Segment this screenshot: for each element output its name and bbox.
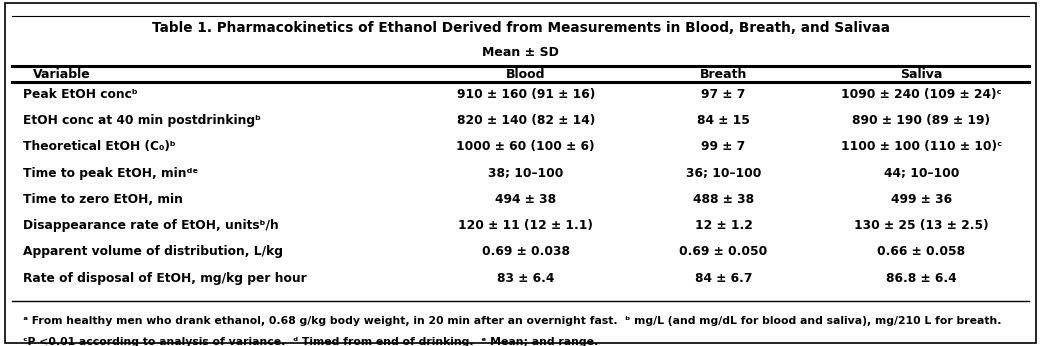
Text: 488 ± 38: 488 ± 38 (693, 193, 754, 206)
Text: Disappearance rate of EtOH, unitsᵇ/h: Disappearance rate of EtOH, unitsᵇ/h (23, 219, 279, 232)
Text: 130 ± 25 (13 ± 2.5): 130 ± 25 (13 ± 2.5) (854, 219, 989, 232)
Text: Theoretical EtOH (C₀)ᵇ: Theoretical EtOH (C₀)ᵇ (23, 140, 176, 153)
Text: 83 ± 6.4: 83 ± 6.4 (497, 272, 555, 285)
Text: ᶜP <0.01 according to analysis of variance.  ᵈ Timed from end of drinking.  ᵉ Me: ᶜP <0.01 according to analysis of varian… (23, 337, 599, 346)
Text: 910 ± 160 (91 ± 16): 910 ± 160 (91 ± 16) (457, 88, 594, 101)
Text: 890 ± 190 (89 ± 19): 890 ± 190 (89 ± 19) (853, 114, 990, 127)
Text: 84 ± 6.7: 84 ± 6.7 (694, 272, 753, 285)
Text: 499 ± 36: 499 ± 36 (891, 193, 951, 206)
Text: 1000 ± 60 (100 ± 6): 1000 ± 60 (100 ± 6) (456, 140, 595, 153)
Text: 38; 10–100: 38; 10–100 (488, 166, 563, 180)
Text: 120 ± 11 (12 ± 1.1): 120 ± 11 (12 ± 1.1) (458, 219, 593, 232)
Text: 494 ± 38: 494 ± 38 (496, 193, 556, 206)
Text: 86.8 ± 6.4: 86.8 ± 6.4 (886, 272, 957, 285)
Text: 99 ± 7: 99 ± 7 (702, 140, 745, 153)
Text: 1100 ± 100 (110 ± 10)ᶜ: 1100 ± 100 (110 ± 10)ᶜ (841, 140, 1001, 153)
Text: 97 ± 7: 97 ± 7 (702, 88, 745, 101)
Text: 0.69 ± 0.038: 0.69 ± 0.038 (482, 245, 569, 258)
Text: 84 ± 15: 84 ± 15 (697, 114, 750, 127)
Text: Rate of disposal of EtOH, mg/kg per hour: Rate of disposal of EtOH, mg/kg per hour (23, 272, 307, 285)
Text: 12 ± 1.2: 12 ± 1.2 (694, 219, 753, 232)
Text: Breath: Breath (700, 68, 747, 81)
Text: Peak EtOH concᵇ: Peak EtOH concᵇ (23, 88, 137, 101)
Text: Mean ± SD: Mean ± SD (482, 46, 559, 59)
Text: 36; 10–100: 36; 10–100 (686, 166, 761, 180)
Text: Saliva: Saliva (900, 68, 942, 81)
Text: 0.69 ± 0.050: 0.69 ± 0.050 (680, 245, 767, 258)
Text: 1090 ± 240 (109 ± 24)ᶜ: 1090 ± 240 (109 ± 24)ᶜ (841, 88, 1001, 101)
Text: EtOH conc at 40 min postdrinkingᵇ: EtOH conc at 40 min postdrinkingᵇ (23, 114, 261, 127)
Text: 44; 10–100: 44; 10–100 (884, 166, 959, 180)
Text: Time to zero EtOH, min: Time to zero EtOH, min (23, 193, 183, 206)
Text: Apparent volume of distribution, L/kg: Apparent volume of distribution, L/kg (23, 245, 283, 258)
Text: Variable: Variable (33, 68, 91, 81)
Text: Table 1. Pharmacokinetics of Ethanol Derived from Measurements in Blood, Breath,: Table 1. Pharmacokinetics of Ethanol Der… (152, 21, 889, 35)
Text: Blood: Blood (506, 68, 545, 81)
Text: Time to peak EtOH, minᵈᵉ: Time to peak EtOH, minᵈᵉ (23, 166, 198, 180)
Text: 0.66 ± 0.058: 0.66 ± 0.058 (878, 245, 965, 258)
Text: 820 ± 140 (82 ± 14): 820 ± 140 (82 ± 14) (457, 114, 594, 127)
Text: ᵃ From healthy men who drank ethanol, 0.68 g/kg body weight, in 20 min after an : ᵃ From healthy men who drank ethanol, 0.… (23, 316, 1001, 326)
